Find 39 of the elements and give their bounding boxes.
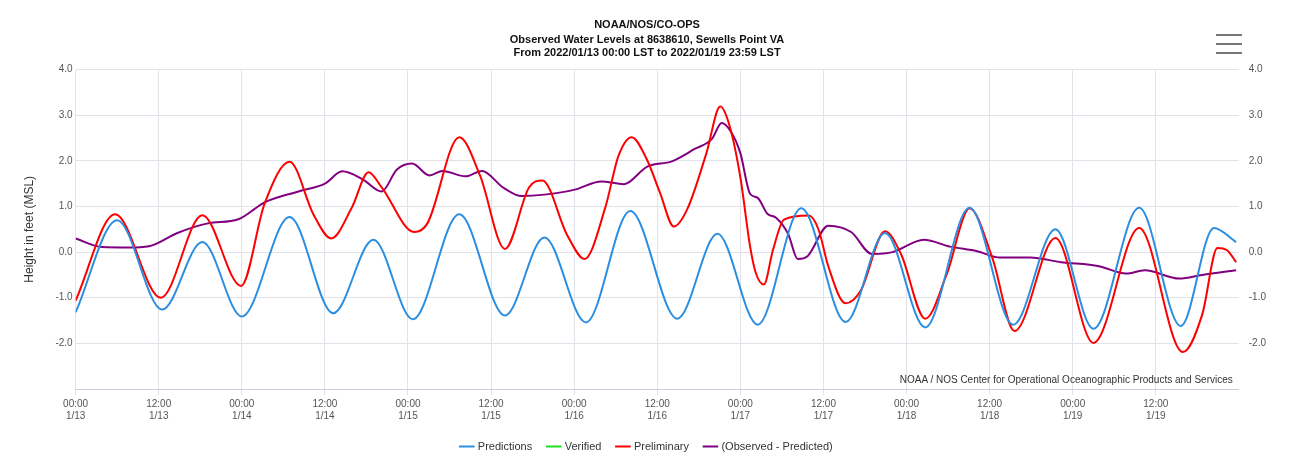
x-tick-label: 12:00 1/19 — [1143, 397, 1169, 421]
x-tick-label: 12:00 1/17 — [810, 397, 837, 421]
y-axis-title: Height in feet (MSL) — [21, 175, 36, 283]
x-tick-label: 12:00 1/13 — [146, 397, 172, 421]
legend-label: Predictions — [477, 439, 533, 452]
line-series — [75, 121, 1238, 280]
x-tick-label: 00:00 1/16 — [561, 397, 588, 421]
legend-label: Verified — [564, 439, 602, 452]
x-tick-label: 12:00 1/16 — [644, 397, 671, 421]
y2-tick-label: 3.0 — [1248, 108, 1264, 120]
x-tick-label: 12:00 1/18 — [977, 397, 1003, 421]
y-tick-label: 3.0 — [58, 108, 74, 120]
legend-label: Preliminary — [633, 439, 690, 452]
x-tick-label: 00:00 1/19 — [1060, 397, 1086, 421]
y2-tick-label: -2.0 — [1248, 337, 1267, 349]
y-tick-label: 2.0 — [58, 154, 74, 166]
y2-tick-label: 1.0 — [1248, 200, 1264, 212]
y2-tick-label: -1.0 — [1248, 291, 1267, 303]
y-tick-label: -2.0 — [55, 337, 74, 349]
y-tick-label: 1.0 — [58, 200, 74, 212]
x-tick-label: 00:00 1/17 — [727, 397, 754, 421]
x-tick-label: 00:00 1/18 — [894, 397, 920, 421]
annotation: NOAA / NOS Center for Operational Oceanographic Products and Services — [899, 373, 1233, 385]
legend-label: (Observed - Predicted) — [721, 439, 833, 452]
x-tick-label: 00:00 1/14 — [229, 397, 255, 421]
y-tick-label: -1.0 — [55, 291, 74, 303]
chart-subtitle: Observed Water Levels at 8638610, Sewells Point VA From 2022/01/13 00:00 LST to 2022/01/19 23:59 LST — [509, 32, 785, 59]
line-series — [75, 105, 1238, 354]
x-tick-label: 00:00 1/15 — [395, 397, 421, 421]
x-tick-label: 00:00 1/13 — [63, 397, 89, 421]
y-tick-label: 0.0 — [58, 245, 74, 257]
x-tick-label: 12:00 1/14 — [312, 397, 338, 421]
y2-tick-label: 0.0 — [1248, 245, 1264, 257]
y-tick-label: 4.0 — [58, 63, 74, 75]
y2-tick-label: 4.0 — [1248, 63, 1264, 75]
x-tick-label: 12:00 1/15 — [478, 397, 505, 421]
chart-title: NOAA/NOS/CO-OPS — [594, 17, 700, 30]
line-series — [75, 206, 1238, 330]
y2-tick-label: 2.0 — [1248, 154, 1264, 166]
